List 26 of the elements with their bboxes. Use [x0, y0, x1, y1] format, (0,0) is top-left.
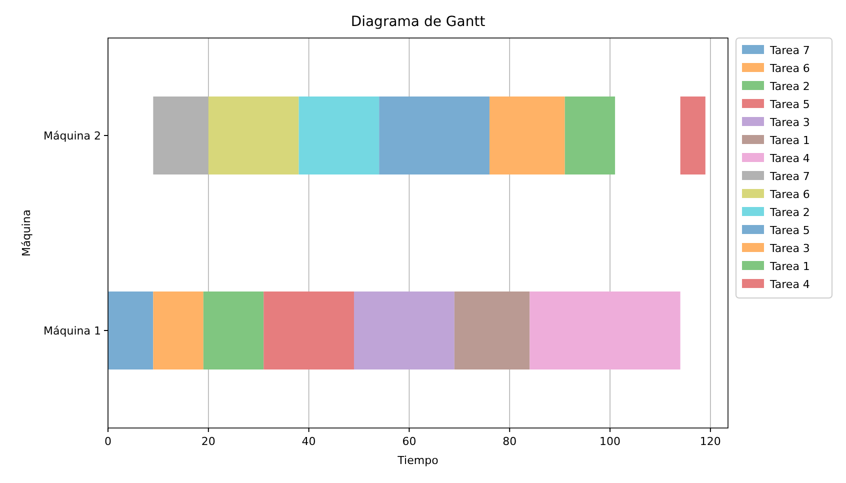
y-tick-label: Máquina 1 [44, 324, 101, 338]
x-tick-label: 100 [600, 435, 621, 448]
x-tick-label: 0 [104, 435, 112, 448]
chart-title: Diagrama de Gantt [350, 14, 486, 30]
legend-label: Tarea 7 [769, 44, 810, 57]
legend-label: Tarea 4 [769, 152, 810, 165]
legend-label: Tarea 5 [769, 224, 810, 237]
legend-label: Tarea 1 [769, 134, 810, 147]
legend-label: Tarea 2 [769, 80, 810, 93]
y-tick-label: Máquina 2 [44, 130, 101, 142]
x-tick-label: 60 [402, 435, 416, 448]
x-tick-label: 120 [700, 435, 721, 448]
x-tick-label: 20 [201, 435, 216, 448]
legend-label: Tarea 6 [769, 188, 810, 201]
legend-label: Tarea 6 [769, 62, 810, 75]
legend-label: Tarea 2 [769, 206, 810, 219]
legend-label: Tarea 1 [769, 260, 810, 273]
legend-label: Tarea 7 [769, 170, 810, 183]
legend-label: Tarea 3 [769, 242, 810, 255]
legend-label: Tarea 5 [769, 98, 810, 111]
legend-label: Tarea 4 [769, 278, 810, 291]
y-axis-title: Máquina [20, 210, 33, 256]
legend-label: Tarea 3 [769, 116, 810, 129]
x-tick-label: 40 [302, 435, 316, 448]
x-tick-label: 80 [502, 435, 517, 448]
x-axis-title: Tiempo [396, 454, 439, 467]
